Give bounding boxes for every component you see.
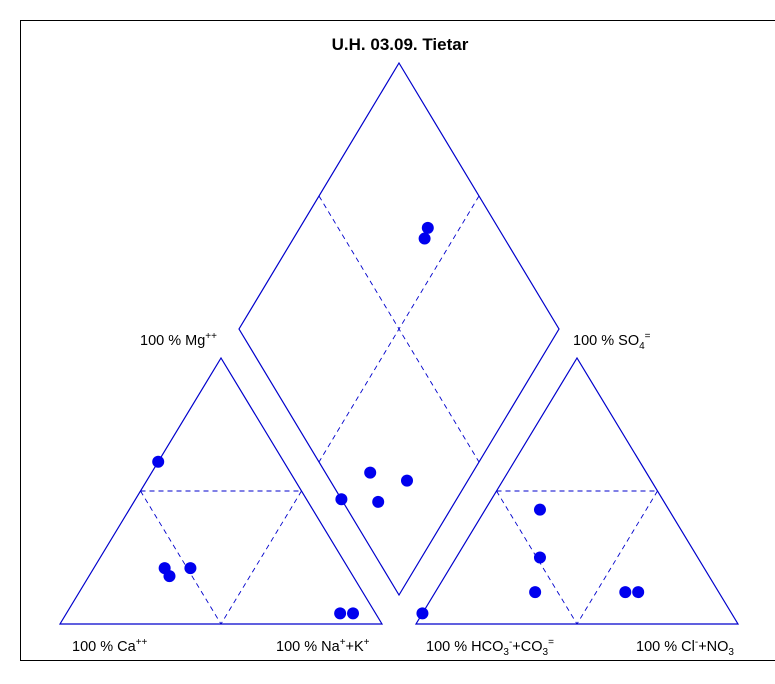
anion-point (632, 586, 645, 599)
grid-lines (140, 195, 658, 625)
cation-grid-50-ca (220, 490, 302, 625)
label-100-ca: 100 % Ca++ (72, 637, 148, 655)
anion-point (619, 586, 632, 599)
diamond-point (401, 474, 413, 487)
cation-grid-50-na (140, 490, 222, 625)
cation-triangle (58, 356, 384, 625)
label-100-hco3-co3: 100 % HCO3-+CO3= (426, 637, 554, 658)
cation-point (152, 455, 165, 468)
diamond-grid-b (318, 195, 480, 463)
anion-triangle (414, 356, 740, 625)
diamond-point (418, 232, 431, 245)
diamond-point (335, 493, 348, 506)
diamond-point (364, 466, 377, 479)
anion-grid-50-cl (496, 490, 578, 625)
cation-point (184, 562, 197, 575)
diamond-point (372, 495, 385, 508)
plot-frame (20, 20, 775, 661)
anion-point (533, 503, 546, 516)
diamond-point (421, 221, 434, 234)
anion-grid-50-hco3 (576, 490, 658, 625)
cation-point (347, 607, 360, 620)
anion-point (533, 551, 546, 564)
triangle-outlines (58, 61, 740, 625)
cation-point (163, 570, 176, 583)
label-100-na-k: 100 % Na++K+ (276, 637, 370, 655)
label-100-cl-no3: 100 % Cl-+NO3 (636, 637, 734, 658)
label-100-mg: 100 % Mg++ (140, 331, 217, 349)
data-points (152, 221, 645, 620)
anion-point (416, 607, 429, 620)
diamond (238, 61, 560, 597)
anion-point (529, 586, 542, 599)
label-100-so4: 100 % SO4= (573, 331, 651, 352)
cation-point (334, 607, 347, 620)
chart-title: U.H. 03.09. Tietar (331, 35, 469, 54)
